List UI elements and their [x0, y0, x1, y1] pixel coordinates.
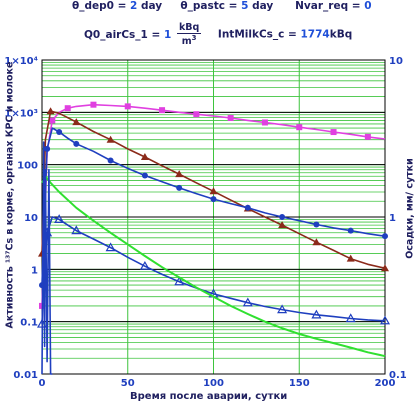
chart-series [36, 101, 391, 375]
data-point [381, 264, 389, 272]
data-point [176, 184, 183, 191]
x-tick-label: 150 [289, 378, 310, 389]
series-2 [39, 127, 388, 289]
y-left-tick-label: 10 [24, 213, 38, 224]
data-point [261, 119, 268, 126]
data-point [56, 129, 63, 136]
y-left-tick-label: 1×10⁴ [4, 56, 38, 67]
data-point [46, 107, 55, 115]
data-point [90, 101, 97, 108]
param-dep0: θ_dep0 = 2 day [72, 0, 163, 12]
y-right-tick-label: 10 [389, 56, 403, 67]
data-point [227, 114, 234, 121]
data-point [49, 117, 56, 124]
param-q0: Q0_airCs_1 = 1 kBq m3 [84, 22, 202, 48]
data-point [346, 254, 355, 262]
data-point [364, 133, 371, 140]
data-point [278, 221, 287, 229]
series-5 [41, 141, 53, 375]
data-point [379, 315, 391, 325]
data-point [312, 238, 321, 246]
data-point [209, 187, 218, 195]
data-point [244, 204, 251, 211]
series-line [41, 175, 386, 358]
y-right-tick-label: 0.1 [389, 370, 407, 381]
y-left-tick-label: 0.01 [13, 370, 38, 381]
y-left-tick-label: 1 [31, 265, 38, 276]
data-point [139, 260, 150, 270]
plot-frame [41, 59, 386, 375]
data-point [330, 129, 337, 136]
y-axis-left-title: Активность ¹³⁷Cs в корме, органах КРС и … [4, 61, 16, 329]
param-nvar: Nvar_req = 0 [295, 0, 372, 12]
data-point [124, 103, 131, 110]
data-point [105, 242, 116, 252]
y-left-tick-label: 1×10³ [4, 108, 38, 119]
data-point [311, 309, 322, 319]
x-tick-label: 200 [375, 378, 396, 389]
data-point [193, 111, 200, 118]
data-point [72, 118, 81, 126]
data-point [382, 233, 388, 240]
y-right-tick-label: 1 [389, 213, 396, 224]
data-point [44, 145, 51, 152]
y-left-tick-label: 100 [17, 161, 38, 172]
series-line [41, 141, 53, 375]
data-point [296, 124, 303, 131]
data-point [345, 313, 356, 323]
x-tick-label: 50 [121, 378, 135, 389]
header-line-2: Q0_airCs_1 = 1 kBq m3 IntMilkCs_c = 1774k… [84, 22, 352, 47]
data-point [210, 196, 217, 203]
data-point [64, 105, 71, 112]
series-3 [36, 214, 391, 328]
param-intmilk: IntMilkCs_c = 1774kBq [217, 28, 353, 41]
param-pastc: θ_pastc = 5 day [180, 0, 274, 12]
data-point [159, 107, 166, 114]
series-line [41, 216, 386, 325]
x-axis-title: Время после аварии, сутки [130, 391, 288, 402]
y-axis-right-title: Осадки, мм/ сутки [404, 158, 416, 259]
data-point [313, 221, 320, 228]
data-point [140, 153, 149, 161]
data-point [277, 304, 288, 314]
data-point [141, 172, 148, 179]
series-0 [39, 101, 386, 309]
y-left-tick-label: 0.1 [20, 318, 38, 329]
series-4 [41, 175, 386, 358]
chart-axes [41, 59, 386, 375]
data-point [71, 225, 82, 235]
data-point [106, 135, 115, 143]
data-point [242, 297, 253, 307]
data-point [347, 227, 354, 234]
data-point [174, 276, 185, 286]
series-line [41, 110, 386, 269]
x-tick-label: 0 [39, 378, 46, 389]
data-point [73, 140, 80, 147]
header-line-1: θ_dep0 = 2 day θ_pastc = 5 day Nvar_req … [72, 0, 372, 12]
data-point [107, 157, 114, 164]
data-point [279, 214, 286, 220]
data-point [54, 214, 65, 223]
x-tick-label: 100 [203, 378, 224, 389]
data-point [175, 170, 184, 178]
